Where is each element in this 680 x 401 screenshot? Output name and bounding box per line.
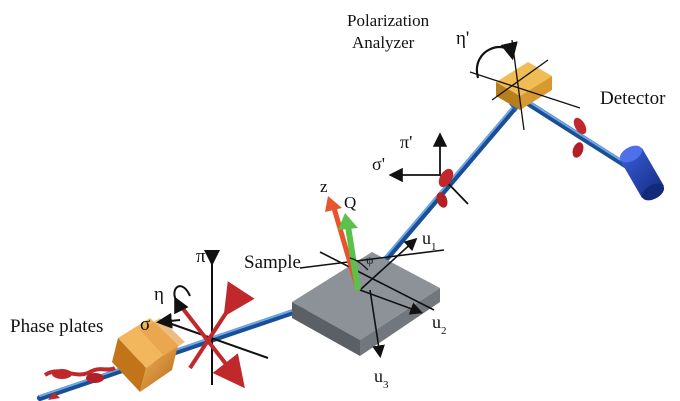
eta-prime-rotation-arrow [475, 41, 518, 79]
detector-cylinder [619, 145, 665, 201]
u1-axis [299, 249, 445, 269]
u1-letter: u [422, 228, 431, 248]
u2-arrow [359, 289, 424, 315]
u2-label: u2 [432, 312, 447, 337]
u1-label: u1 [422, 228, 437, 253]
detector-polarization-twist [572, 117, 587, 158]
u2-axis [319, 251, 435, 311]
detector-beam [517, 95, 633, 171]
u3-axis [369, 289, 385, 359]
u1-subscript: 1 [431, 241, 437, 253]
pi-label: π [196, 246, 206, 267]
scattered-polarization-twist [436, 168, 454, 208]
polarization-vector-red-2 [188, 281, 255, 370]
phase-plate-polarization-twist [43, 366, 116, 400]
eta-prime-label: η' [456, 28, 469, 49]
sigma-prime-label: σ' [372, 154, 385, 174]
u3-subscript: 3 [383, 379, 389, 391]
sigma-label: σ [140, 314, 150, 335]
polarization-analyzer-label-line2: Analyzer [352, 33, 415, 52]
z-label: z [320, 177, 328, 196]
sample-axes [299, 237, 445, 359]
incident-polarization-axes [156, 250, 269, 389]
polarization-vector-red [178, 303, 245, 389]
phase-plate-block [112, 318, 185, 392]
u1-arrow [359, 237, 418, 291]
u2-letter: u [432, 312, 441, 332]
polarization-analyzer-label-line1: Polarization [347, 11, 430, 30]
u3-letter: u [374, 366, 383, 386]
phase-plates-label: Phase plates [10, 316, 103, 337]
u3-label: u3 [374, 366, 389, 391]
eta-rotation-arrow [173, 285, 191, 315]
eta-label: η [154, 284, 164, 305]
pi-prime-label: π' [400, 132, 412, 152]
detector-label: Detector [600, 88, 666, 109]
psi-angle-arc [349, 257, 369, 271]
q-label: Q [344, 193, 356, 212]
q-vector [338, 213, 361, 291]
psi-label: ψ [366, 253, 374, 267]
analyzer-crystal [469, 39, 581, 131]
sample-label: Sample [244, 252, 301, 273]
u2-subscript: 2 [441, 325, 447, 337]
